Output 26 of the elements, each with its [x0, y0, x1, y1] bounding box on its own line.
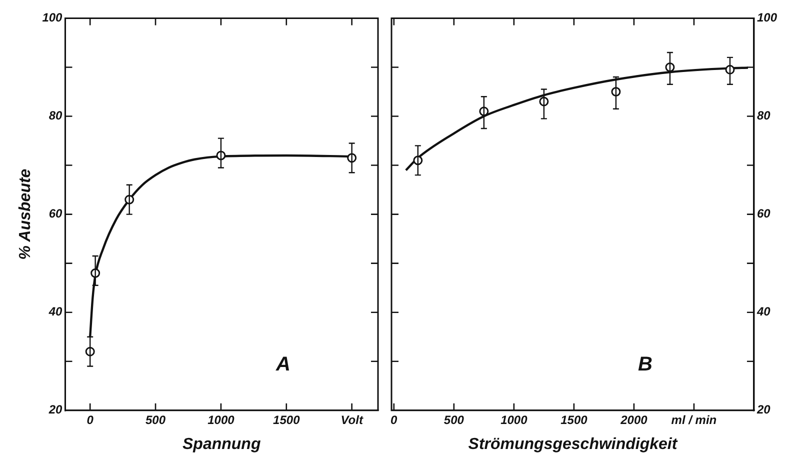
x-tick-label: 500 [146, 412, 166, 427]
x-tick-label: 2000 [620, 412, 648, 427]
y2-tick-label: 40 [756, 304, 771, 319]
x-tick-label: 1500 [273, 412, 300, 427]
y-tick-label: 80 [48, 108, 63, 123]
annotation: B [638, 353, 652, 376]
y-tick-label: 100 [42, 10, 63, 25]
x-tick-label: 0 [86, 412, 94, 427]
y-tick-label: 20 [48, 402, 63, 417]
y2-tick-label: 60 [756, 206, 771, 221]
y2-tick-label: 80 [756, 108, 771, 123]
y-axis-title: % Ausbeute [17, 168, 34, 260]
x-tick-label: 500 [444, 412, 464, 427]
annotation: A [274, 353, 290, 376]
x-tick-label: 1000 [208, 412, 235, 427]
y-tick-label: 40 [48, 304, 63, 319]
y-tick-label: 60 [48, 206, 63, 221]
x-tick-label: ml / min [671, 412, 717, 427]
x-tick-label: 1500 [560, 412, 588, 427]
x-tick-label: 1000 [500, 412, 528, 427]
x-axis-title: Strömungsgeschwindigkeit [468, 436, 678, 453]
x-tick-label: 0 [390, 412, 398, 427]
x-tick-label: Volt [340, 412, 364, 427]
y2-tick-label: 100 [756, 10, 778, 25]
x-axis-title: Spannung [182, 436, 261, 453]
y2-tick-label: 20 [756, 402, 771, 417]
